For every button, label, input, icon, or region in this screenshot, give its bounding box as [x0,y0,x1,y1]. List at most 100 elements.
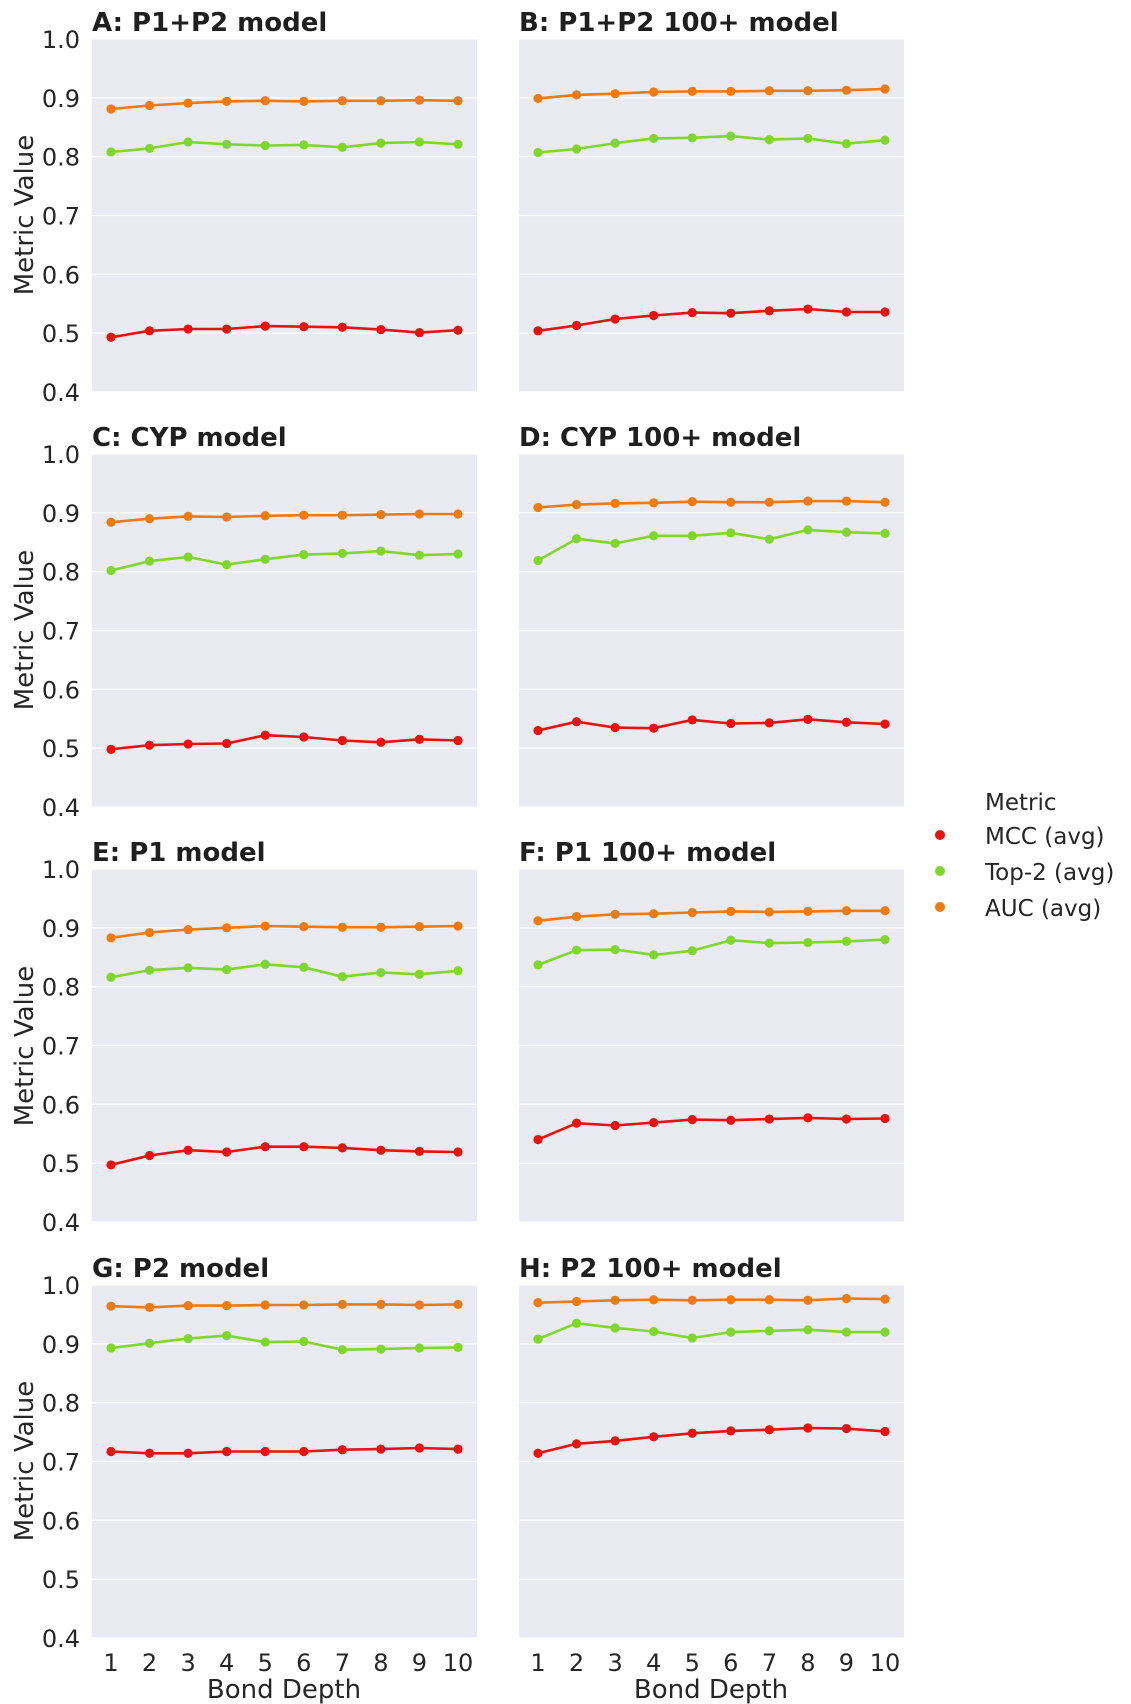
y-axis-label: Metric Value [10,966,40,1127]
data-point [571,912,582,922]
x-tick-label: 1 [103,1649,118,1677]
data-point [183,511,193,521]
data-point [260,511,270,521]
data-point [764,1326,774,1336]
data-point [571,534,582,544]
data-point [260,554,270,564]
data-point [610,538,620,549]
data-point [183,98,193,108]
data-point [376,1145,386,1155]
data-point [453,921,463,931]
y-tick-label: 0.7 [42,618,80,646]
data-point [880,719,890,729]
data-point [571,717,582,727]
data-point [649,723,659,733]
series-line [537,1297,886,1304]
data-point [764,135,774,145]
x-tick-label: 9 [839,1649,854,1677]
x-tick-label: 4 [219,1649,234,1677]
y-tick-label: 0.9 [42,500,80,528]
y-axis-label: Metric Value [10,550,40,711]
data-point [183,1145,193,1155]
data-point [649,133,659,144]
data-point [649,1295,659,1305]
data-point [376,138,386,148]
data-point [610,909,620,919]
data-point [880,935,890,945]
data-point [533,725,543,736]
data-point [144,326,155,336]
series-line [110,924,459,940]
panel-title: D: CYP 100+ model [519,423,801,453]
series-line [537,1321,885,1341]
data-point [222,738,232,749]
data-point [453,509,463,519]
data-point [880,528,890,539]
x-tick-label: 2 [569,1649,584,1677]
panel: G: P2 model 0.4 0.5 0.6 0.7 0.8 0.9 1.0 1 2 3 4 5 6 7 8… [42,1254,477,1677]
y-tick-label: 0.4 [42,1625,80,1653]
data-point [144,100,155,111]
data-point [414,509,425,519]
data-point [803,906,813,916]
data-point [376,922,386,932]
data-point [222,923,232,933]
data-point [803,1325,813,1335]
data-point [841,85,852,95]
data-point [453,735,463,746]
facet-grid: A: P1+P2 model 0.4 0.5 0.6 0.7 0.8 0.9 1.0 B: P1… [42,8,904,1677]
data-point [571,1318,582,1328]
data-point [533,960,543,970]
data-point [337,1143,347,1153]
data-point [841,936,852,946]
data-point [144,514,155,524]
data-point [803,86,813,96]
data-point [414,734,425,744]
data-point [299,96,309,106]
data-point [803,1295,813,1305]
data-point [726,86,736,96]
data-point [533,916,543,926]
data-point [764,938,774,948]
y-tick-label: 0.9 [42,915,80,943]
y-axis-label: Metric Value [10,1381,40,1542]
data-point [841,1293,852,1304]
x-tick-label: 10 [443,1649,474,1677]
data-point [144,1338,155,1348]
data-point [106,1301,116,1311]
y-tick-label: 0.9 [42,1331,80,1359]
data-point [880,1113,890,1124]
data-point [414,922,425,932]
data-point [649,310,659,321]
y-tick-label: 0.4 [42,1209,80,1237]
y-tick-label: 1.0 [42,441,80,469]
panel: D: CYP 100+ model [519,423,904,808]
x-axis-label: Bond Depth [207,1675,361,1704]
legend-label-auc: AUC (avg) [985,896,1101,922]
data-point [183,324,193,334]
data-point [414,95,425,105]
data-point [260,921,270,931]
data-point [222,965,232,975]
data-point [610,138,620,148]
data-point [610,89,620,99]
data-point [299,1142,309,1152]
data-point [222,512,232,522]
data-point [144,1302,155,1312]
data-point [610,498,620,509]
data-point [533,1298,543,1308]
series-line [110,1334,459,1351]
panel-title: E: P1 model [92,838,266,868]
data-point [841,1423,852,1434]
series-line [537,528,886,562]
data-point [144,927,155,938]
data-point [453,1299,463,1310]
data-point [144,740,155,750]
data-point [687,715,697,725]
data-point [687,907,697,918]
x-tick-label: 3 [180,1649,195,1677]
data-point [260,1142,270,1152]
data-point [803,714,813,724]
data-point [803,133,813,144]
data-point [222,560,232,570]
